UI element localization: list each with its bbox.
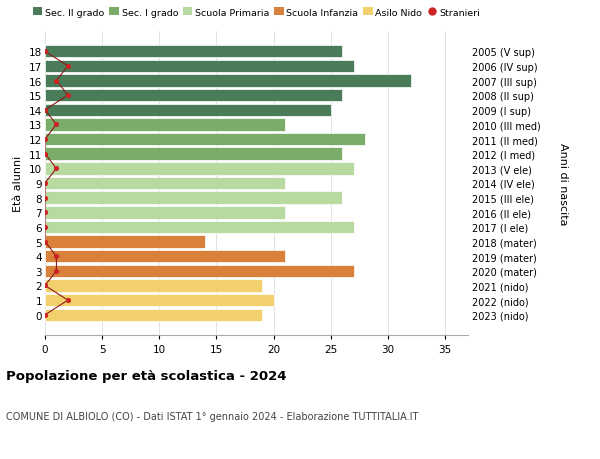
- Bar: [45, 163, 353, 175]
- Point: [40, 151, 50, 158]
- Y-axis label: Anni di nascita: Anni di nascita: [557, 142, 568, 225]
- Bar: [45, 207, 285, 219]
- Point: [40, 49, 50, 56]
- Bar: [45, 192, 342, 204]
- Bar: [45, 90, 342, 102]
- Text: COMUNE DI ALBIOLO (CO) - Dati ISTAT 1° gennaio 2024 - Elaborazione TUTTITALIA.IT: COMUNE DI ALBIOLO (CO) - Dati ISTAT 1° g…: [6, 411, 418, 421]
- Point: [40, 209, 50, 217]
- Point: [40, 180, 50, 187]
- Point: [52, 78, 61, 85]
- Point: [52, 122, 61, 129]
- Point: [40, 195, 50, 202]
- Bar: [45, 221, 353, 234]
- Bar: [45, 61, 353, 73]
- Text: Popolazione per età scolastica - 2024: Popolazione per età scolastica - 2024: [6, 369, 287, 382]
- Bar: [45, 46, 342, 58]
- Point: [40, 238, 50, 246]
- Point: [63, 63, 73, 70]
- Y-axis label: Età alunni: Età alunni: [13, 156, 23, 212]
- Point: [40, 282, 50, 290]
- Bar: [45, 251, 285, 263]
- Bar: [45, 134, 365, 146]
- Bar: [45, 265, 353, 278]
- Bar: [45, 119, 285, 131]
- Point: [40, 311, 50, 319]
- Point: [52, 268, 61, 275]
- Bar: [45, 280, 262, 292]
- Point: [40, 224, 50, 231]
- Point: [52, 253, 61, 260]
- Bar: [45, 309, 262, 321]
- Bar: [45, 236, 205, 248]
- Point: [40, 136, 50, 144]
- Point: [63, 92, 73, 100]
- Bar: [45, 104, 331, 117]
- Point: [63, 297, 73, 304]
- Bar: [45, 294, 274, 307]
- Bar: [45, 148, 342, 161]
- Point: [40, 107, 50, 114]
- Point: [52, 165, 61, 173]
- Bar: [45, 75, 411, 88]
- Bar: [45, 177, 285, 190]
- Legend: Sec. II grado, Sec. I grado, Scuola Primaria, Scuola Infanzia, Asilo Nido, Stran: Sec. II grado, Sec. I grado, Scuola Prim…: [29, 5, 484, 22]
